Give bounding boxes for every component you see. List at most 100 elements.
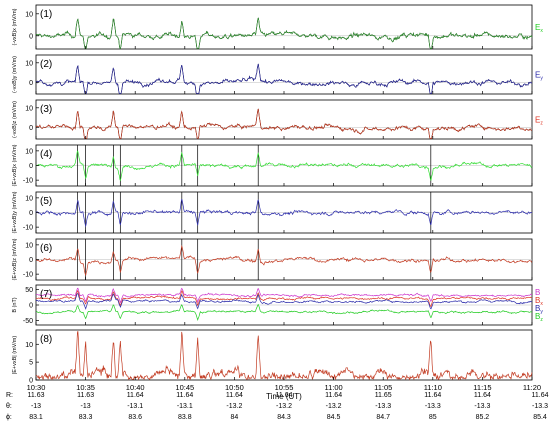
panel-6: 10 0 -10 (6) (E+vxB)z (mV/m) xyxy=(12,238,533,281)
ephemeris-value: -13.2 xyxy=(276,403,292,410)
legend-entry: Ey xyxy=(535,71,543,82)
ephemeris-value: 11.64 xyxy=(325,392,342,399)
y-tick-label: 10 xyxy=(25,195,33,202)
x-tick-label: 10:35 xyxy=(76,383,95,392)
y-tick-label: 50 xyxy=(25,287,33,294)
legend-subscript: x xyxy=(540,301,543,307)
ephemeris-value: 85.4 xyxy=(533,414,547,421)
series-line-reference xyxy=(35,63,533,94)
y-axis-label: B (nT) xyxy=(12,297,18,312)
series-line-reference xyxy=(35,108,533,139)
ephemeris-value: 11.63 xyxy=(28,392,45,399)
ephemeris-value: 11.64 xyxy=(127,392,144,399)
ephemeris-value: 84.5 xyxy=(327,414,341,421)
ephemeris-value: -13.3 xyxy=(425,403,441,410)
legend-symbol: B xyxy=(535,304,540,313)
panel-id: (3) xyxy=(40,104,52,115)
series-line-EvxBy xyxy=(35,198,533,228)
ephemeris-label: R: xyxy=(6,392,13,399)
ephemeris-value: 85 xyxy=(429,414,437,421)
ephemeris-value: 83.1 xyxy=(29,414,43,421)
y-tick-label: 0 xyxy=(29,303,33,310)
series-line-Bz xyxy=(35,303,533,322)
y-tick-label: 5 xyxy=(29,360,33,367)
legend-symbol: B xyxy=(535,312,540,321)
legend-subscript: z xyxy=(540,317,543,323)
y-axis-label: (E+vxB)y (mV/m) xyxy=(12,191,18,233)
ephemeris-value: -13.3 xyxy=(532,403,548,410)
ephemeris-value: 11.64 xyxy=(276,392,293,399)
ephemeris-value: -13.1 xyxy=(127,403,143,410)
panel-id: (2) xyxy=(40,59,52,70)
legend-entry: Bx xyxy=(535,296,543,307)
ephemeris-value: 11.64 xyxy=(474,392,491,399)
ephemeris-value: 11.64 xyxy=(424,392,441,399)
panel-id: (5) xyxy=(40,196,52,207)
y-axis-label: (-vxB)y (mV/m) xyxy=(12,56,18,93)
series-line-EvxBz xyxy=(35,244,533,276)
ephemeris-value: -13.3 xyxy=(375,403,391,410)
ephemeris-value: 11.63 xyxy=(77,392,94,399)
ephemeris-value: 11.64 xyxy=(532,392,549,399)
panel-frame xyxy=(35,54,533,95)
legend-entry: By xyxy=(535,304,543,315)
legend-symbol: B xyxy=(535,296,540,305)
y-tick-label: 0 xyxy=(29,163,33,170)
legend-symbol: E xyxy=(535,23,540,32)
y-tick-label: 0 xyxy=(29,33,33,40)
series-line-Ez xyxy=(35,108,533,139)
panel-8: 10 5 0 (8) |E+vxB| (mV/m) xyxy=(12,329,533,385)
ephemeris-value: -13 xyxy=(81,403,91,410)
x-tick-label: 10:50 xyxy=(225,383,244,392)
y-axis-label: (-vxB)x (mV/m) xyxy=(12,8,18,45)
x-tick-label: 11:05 xyxy=(374,383,392,392)
legend-entry: Ez xyxy=(535,116,543,127)
x-tick-label: 11:10 xyxy=(424,383,442,392)
panel-4: 10 0 -10 (4) (E+vxB)x (mV/m) xyxy=(12,144,533,187)
legend-symbol: E xyxy=(535,71,540,80)
ephemeris-value: -13.1 xyxy=(177,403,193,410)
panel-frame xyxy=(35,329,533,381)
panel-id: (1) xyxy=(40,9,52,20)
ephemeris-value: 83.6 xyxy=(128,414,142,421)
ephemeris-value: -13.3 xyxy=(474,403,490,410)
ephemeris-value: 83.8 xyxy=(178,414,192,421)
y-tick-label: 0 xyxy=(29,257,33,264)
panel-5: 10 0 -10 (5) (E+vxB)y (mV/m) xyxy=(12,191,533,234)
y-tick-label: 10 xyxy=(25,148,33,155)
ephemeris-value: 85.2 xyxy=(476,414,490,421)
y-axis-label: (E+vxB)x (mV/m) xyxy=(12,144,18,186)
ephemeris-value: 11.64 xyxy=(176,392,193,399)
panel-id: (6) xyxy=(40,243,52,254)
ephemeris-value: -13.2 xyxy=(226,403,242,410)
panel-id: (8) xyxy=(40,334,52,345)
series-line-EvxBx xyxy=(35,150,533,182)
ephemeris-table: R: 11.63 11.63 11.64 11.64 11.64 11.64 11.64 11.… xyxy=(6,392,549,421)
y-tick-label: 10 xyxy=(25,342,33,349)
legend-symbol: E xyxy=(535,116,540,125)
y-tick-label: 10 xyxy=(25,105,33,112)
series-line-EvxB xyxy=(35,331,533,381)
x-tick-label: 11:20 xyxy=(523,383,541,392)
ephemeris-value: 11.65 xyxy=(375,392,392,399)
legend-subscript: x xyxy=(540,28,543,34)
y-tick-label: 0 xyxy=(29,378,33,385)
ephemeris-value: -13.2 xyxy=(326,403,342,410)
y-axis-label: (-vxB)z (mV/m) xyxy=(12,101,18,138)
panel-frame xyxy=(35,99,533,140)
x-tick-label: 10:40 xyxy=(126,383,145,392)
y-tick-label: 10 xyxy=(25,11,33,18)
series-line-Bx xyxy=(35,289,533,308)
ephemeris-value: 11.64 xyxy=(226,392,243,399)
y-tick-label: 10 xyxy=(25,242,33,249)
y-tick-label: -50 xyxy=(23,318,33,325)
ephemeris-label: θ: xyxy=(6,403,12,410)
x-tick-label: 10:55 xyxy=(275,383,294,392)
ephemeris-value: -13 xyxy=(31,403,41,410)
legend-entry: B xyxy=(535,288,540,297)
legend-entry: Ex xyxy=(535,23,543,34)
panel-2: 10 0 (2) (-vxB)y (mV/m) Ey xyxy=(12,54,543,95)
y-tick-label: 0 xyxy=(29,80,33,87)
y-tick-label: -10 xyxy=(23,178,33,185)
